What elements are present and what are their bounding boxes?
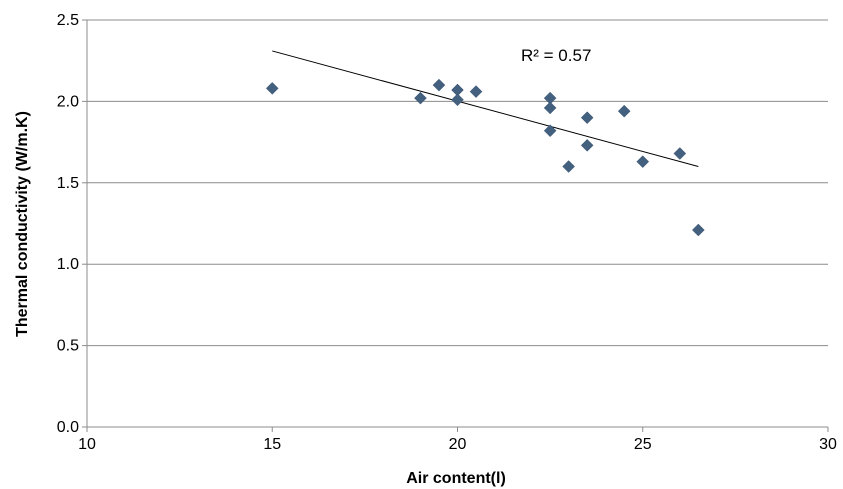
data-point [543, 101, 557, 115]
data-point [691, 223, 705, 237]
y-tick-label: 0.0 [57, 419, 79, 436]
data-point [617, 104, 631, 118]
data-point [580, 111, 594, 125]
x-tick-label: 30 [819, 436, 837, 453]
y-tick-labels: 0.0 0.5 1.0 1.5 2.0 2.5 [57, 12, 79, 436]
data-points [265, 78, 705, 237]
x-axis-title: Air content(l) [406, 470, 506, 487]
r-squared-annotation: R² = 0.57 [521, 46, 591, 65]
data-point [469, 85, 483, 98]
data-point [451, 93, 464, 107]
data-point [580, 139, 594, 152]
x-tick-label: 25 [634, 436, 652, 453]
gridlines [87, 19, 828, 347]
data-point [636, 155, 650, 168]
axes [82, 19, 829, 432]
x-tick-label: 10 [78, 436, 96, 453]
data-point [414, 91, 427, 105]
data-point [265, 82, 279, 95]
y-tick-label: 0.5 [57, 338, 79, 355]
y-tick-label: 1.0 [57, 256, 79, 273]
data-point [432, 78, 446, 92]
y-tick-label: 1.5 [57, 175, 79, 192]
data-point [543, 124, 557, 138]
y-axis-title: Thermal conductivity (W/m.K) [14, 111, 31, 337]
y-tick-label: 2.0 [57, 93, 79, 110]
x-tick-label: 15 [263, 436, 281, 453]
trendline [272, 50, 699, 168]
data-point [673, 147, 687, 160]
x-tick-labels: 10 15 20 25 30 [78, 436, 837, 453]
y-tick-label: 2.5 [57, 12, 79, 29]
x-tick-label: 20 [449, 436, 467, 453]
data-point [562, 160, 576, 173]
